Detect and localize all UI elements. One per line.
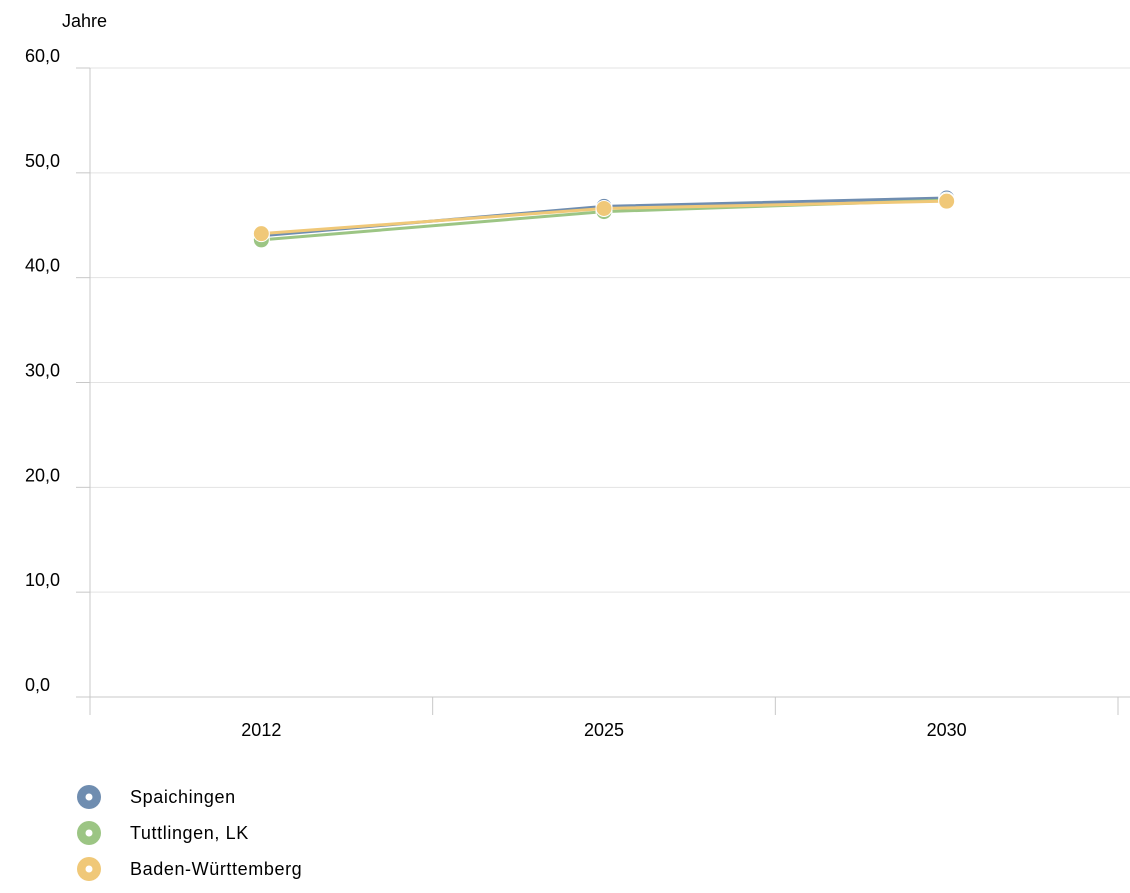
axis-layer: 0,0 10,0 20,0 30,0 40,0 50,0 60,0 2012 2025 2030 — [25, 46, 1119, 740]
y-tick-label: 60,0 — [25, 46, 60, 66]
y-tick-label: 50,0 — [25, 151, 60, 171]
y-tick-label: 30,0 — [25, 361, 60, 381]
legend-marker-dot-1 — [85, 829, 93, 837]
y-tick-label: 10,0 — [25, 570, 60, 590]
x-tick-label: 2012 — [241, 720, 281, 740]
legend: Spaichingen Tuttlingen, LK Baden-Württembe… — [77, 785, 302, 881]
x-tick-label: 2025 — [584, 720, 624, 740]
grid-layer — [90, 67, 1130, 698]
x-tick-label: 2030 — [927, 720, 967, 740]
legend-label-2[interactable]: Baden-Württemberg — [130, 859, 302, 879]
legend-marker-dot-2 — [85, 865, 93, 873]
y-tick-label: 20,0 — [25, 465, 60, 485]
data-point-2-1[interactable] — [595, 199, 613, 217]
series-layer — [252, 189, 956, 249]
y-tick-label: 0,0 — [25, 675, 50, 695]
legend-marker-dot-0 — [85, 793, 93, 801]
y-tick-label: 40,0 — [25, 256, 60, 276]
data-point-2-0[interactable] — [252, 225, 270, 243]
legend-label-0[interactable]: Spaichingen — [130, 787, 236, 807]
data-point-2-2[interactable] — [938, 192, 956, 210]
legend-label-1[interactable]: Tuttlingen, LK — [130, 823, 249, 843]
y-axis-label: Jahre — [62, 11, 107, 31]
